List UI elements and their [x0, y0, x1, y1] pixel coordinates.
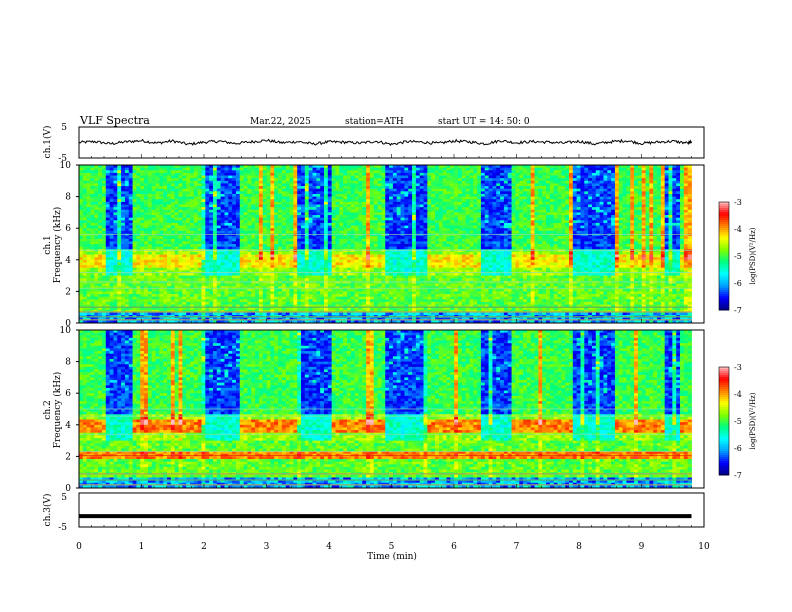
date-label: Mar.22, 2025 — [250, 117, 311, 127]
ytick-label: 8 — [65, 193, 71, 203]
colorbar-tick: -6 — [734, 279, 742, 288]
ytick-label: 0 — [65, 484, 71, 494]
colorbar-tick: -6 — [734, 444, 742, 453]
time-axis: 0 1 2 3 4 5 6 7 8 9 10 — [76, 154, 710, 552]
xtick-label: 9 — [639, 542, 645, 552]
ch2-colorbar: -3 -4 -5 -6 -7 log(PSD)(V²/Hz) — [718, 363, 757, 480]
ch3-ytick-top: 5 — [61, 493, 67, 503]
ch1-spectrogram-panel: 0 2 4 6 8 10 ch.1 Frequency (kHz) — [43, 161, 705, 329]
ytick-label: 10 — [60, 326, 72, 336]
xtick-label: 6 — [451, 542, 457, 552]
ch1-spectrogram-yticks: 0 2 4 6 8 10 — [60, 161, 79, 329]
colorbar-label: log(PSD)(V²/Hz) — [749, 227, 757, 284]
ch1-waveform-line — [78, 138, 692, 147]
xtick-label: 3 — [264, 542, 270, 552]
colorbar-tick: -5 — [734, 252, 742, 261]
ytick-label: 6 — [65, 224, 71, 234]
ytick-label: 0 — [65, 319, 71, 329]
ch1-ytick-top: 5 — [61, 123, 67, 133]
xtick-label: 0 — [76, 542, 82, 552]
ch3-ylabel: ch.3(V) — [42, 494, 53, 527]
ch2-frequency-label: Frequency (kHz) — [52, 372, 63, 449]
station-label: station=ATH — [345, 117, 404, 127]
ch2-channel-label: ch.2 — [43, 400, 53, 419]
colorbar-tick: -5 — [734, 417, 742, 426]
ch1-spectrogram-image — [79, 165, 704, 324]
ytick-label: 10 — [60, 161, 72, 171]
ch2-spectrogram-image — [79, 330, 704, 489]
xtick-label: 8 — [576, 542, 582, 552]
xtick-label: 10 — [698, 542, 710, 552]
ch1-ytick-bottom: -5 — [58, 154, 67, 164]
time-axis-label: Time (min) — [367, 551, 417, 562]
ytick-label: 2 — [65, 452, 71, 462]
ch1-frequency-label: Frequency (kHz) — [52, 207, 63, 284]
ytick-label: 2 — [65, 287, 71, 297]
ch3-ytick-bottom: -5 — [58, 523, 67, 533]
ch1-ylabel: ch.1(V) — [42, 126, 53, 159]
colorbar-tick: -3 — [734, 198, 742, 207]
ytick-label: 8 — [65, 358, 71, 368]
xtick-label: 1 — [139, 542, 145, 552]
ch1-colorbar: -3 -4 -5 -6 -7 log(PSD)(V²/Hz) — [718, 198, 757, 315]
colorbar-tick: -7 — [734, 471, 742, 480]
colorbar-tick: -3 — [734, 363, 742, 372]
ch2-spectrogram-yticks: 0 2 4 6 8 10 — [60, 326, 79, 494]
colorbar-tick: -4 — [734, 225, 742, 234]
xtick-label: 5 — [389, 542, 395, 552]
colorbar-tick: -7 — [734, 306, 742, 315]
figure-title: VLF Spectra — [79, 114, 150, 127]
colorbar-label: log(PSD)(V²/Hz) — [749, 392, 757, 449]
xtick-label: 4 — [326, 542, 332, 552]
ytick-label: 4 — [65, 256, 71, 266]
xtick-label: 2 — [201, 542, 207, 552]
ch2-spectrogram-panel: 0 2 4 6 8 10 ch.2 Frequency (kHz) — [43, 326, 705, 494]
ytick-label: 6 — [65, 389, 71, 399]
ch1-channel-label: ch.1 — [43, 235, 53, 254]
start-time-label: start UT = 14: 50: 0 — [438, 117, 530, 127]
xtick-label: 7 — [514, 542, 520, 552]
ytick-label: 4 — [65, 421, 71, 431]
waveform-trace — [78, 138, 692, 147]
colorbar-tick: -4 — [734, 390, 742, 399]
